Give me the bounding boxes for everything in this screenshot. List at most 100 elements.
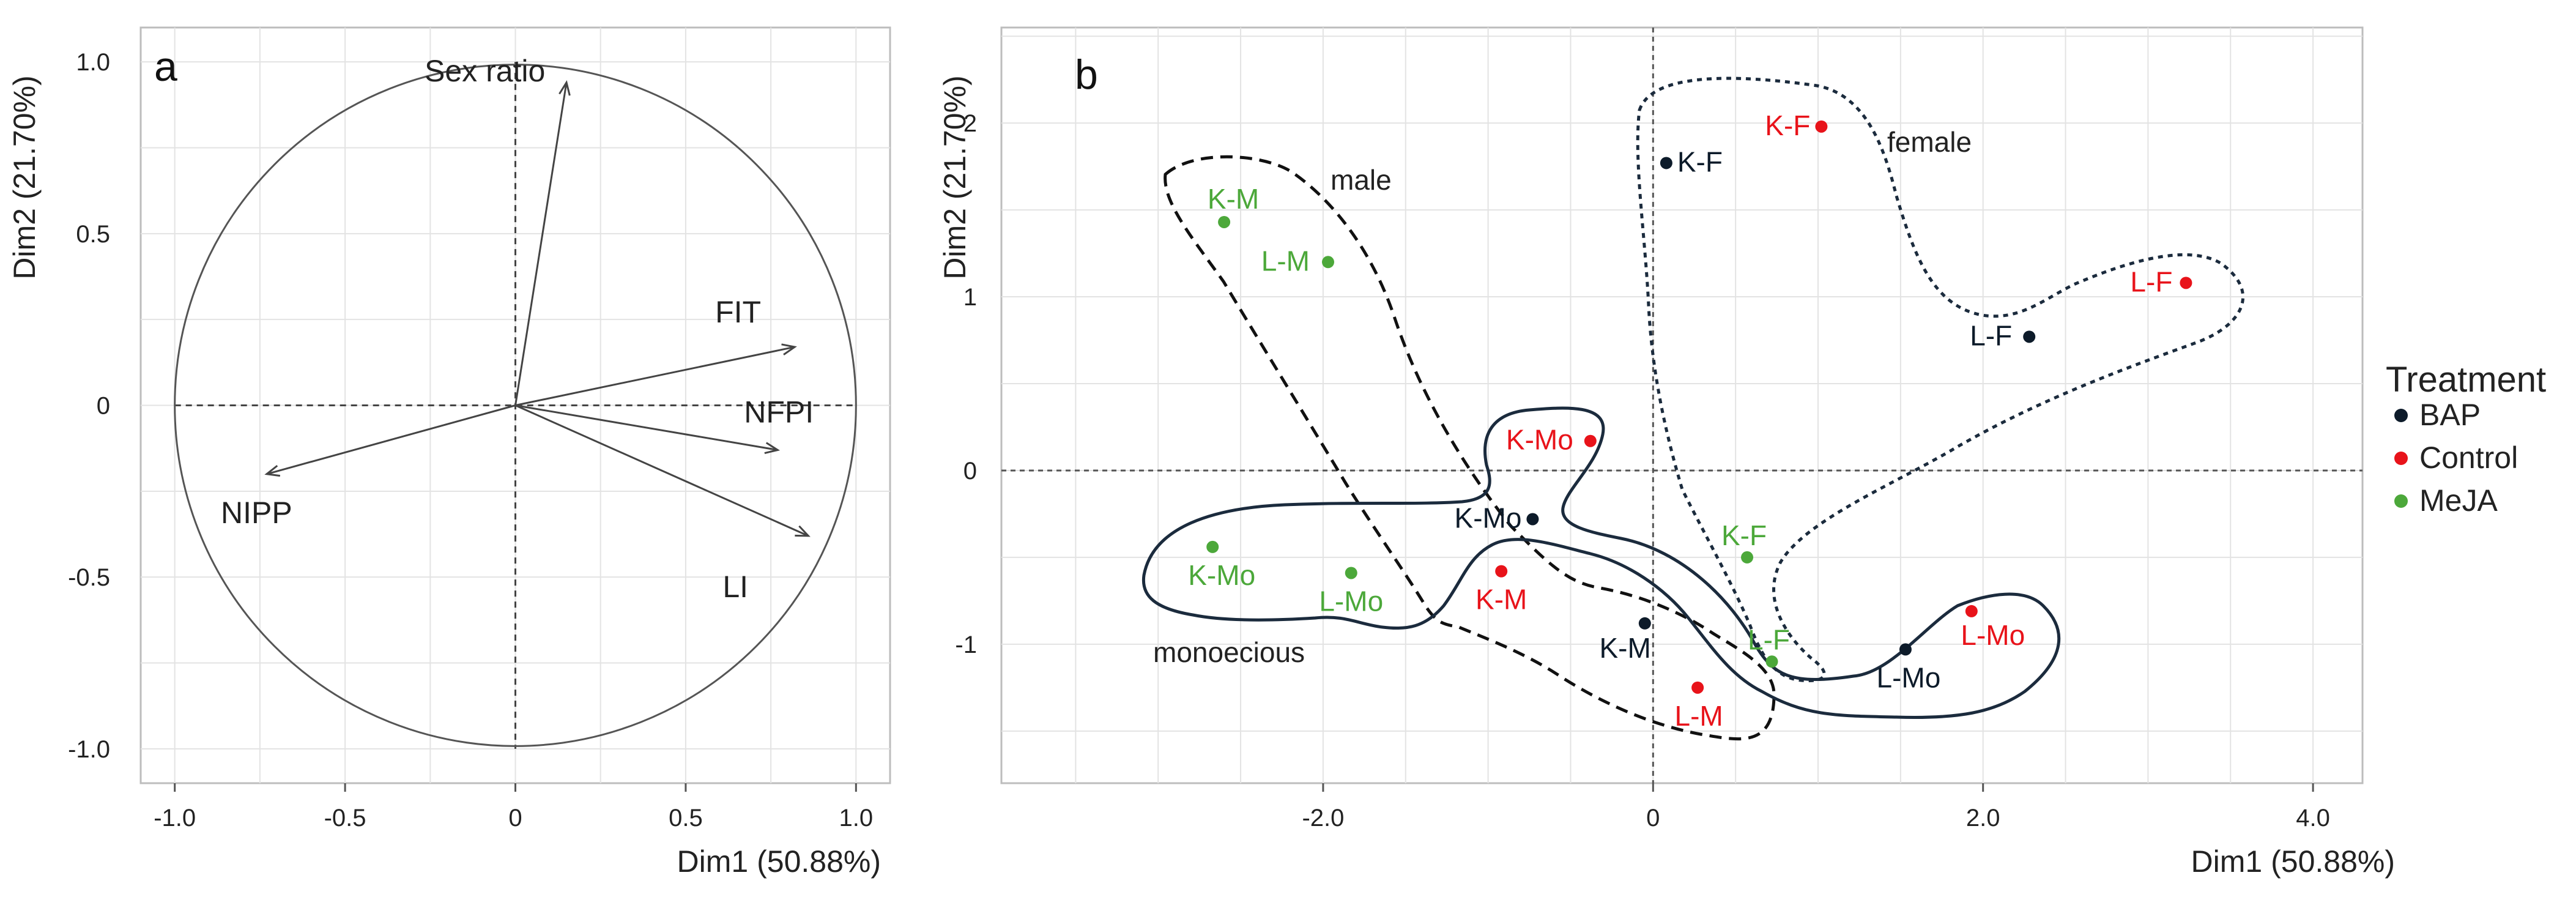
- point-marker: [1815, 120, 1828, 133]
- legend-marker: [2394, 452, 2408, 465]
- y-tick-label: 1: [963, 284, 977, 311]
- vector-arrow: [515, 346, 795, 406]
- x-tick-label: -2.0: [1302, 805, 1344, 832]
- point-marker: [1218, 215, 1231, 228]
- vector-arrowhead: [795, 525, 811, 537]
- point-marker: [1526, 513, 1539, 526]
- x-tick-label: 4.0: [2296, 805, 2330, 832]
- point-label: L-M: [1675, 700, 1723, 732]
- point-label: K-Mo: [1455, 502, 1522, 534]
- panel-a-x-axis-title: Dim1 (50.88%): [677, 844, 881, 879]
- point-label: K-F: [1677, 146, 1723, 177]
- y-tick-label: -1.0: [68, 736, 110, 763]
- point-marker: [2023, 330, 2036, 343]
- y-tick-label: 1.0: [76, 49, 110, 76]
- monoecious-group-outline: [1141, 406, 2061, 719]
- point-label: K-M: [1475, 584, 1527, 616]
- panel-b-x-axis-title: Dim1 (50.88%): [2191, 844, 2395, 879]
- point-label: L-F: [1748, 623, 1790, 655]
- point-marker: [2180, 277, 2192, 289]
- point-label: K-F: [1721, 519, 1767, 551]
- point-label: L-F: [1970, 319, 2012, 351]
- point-marker: [1206, 540, 1219, 553]
- y-tick-label: 2: [963, 110, 977, 137]
- correlation-circle: [174, 64, 857, 747]
- group-label-female: female: [1887, 126, 1972, 158]
- vector-label: LI: [722, 570, 748, 604]
- point-marker: [1345, 567, 1357, 579]
- vector-arrowhead: [764, 442, 781, 454]
- y-tick-label: -1: [955, 631, 977, 658]
- vector-arrow: [514, 82, 568, 406]
- panel-a-x-ticks: -1.0 -0.5 0 0.5 1.0: [154, 783, 873, 832]
- point-label: K-Mo: [1188, 559, 1255, 591]
- vector-arrowhead: [781, 343, 797, 355]
- point-marker: [1322, 256, 1334, 269]
- panel-a-y-ticks: -1.0 -0.5 0 0.5 1.0: [68, 49, 110, 763]
- panel-b: K-FL-FK-MoK-ML-MoK-FL-FK-MoK-ML-MoL-MK-M…: [938, 26, 2395, 879]
- panel-b-zero-lines: [1001, 28, 2363, 783]
- x-tick-label: -0.5: [324, 805, 366, 832]
- female-group-outline: [1636, 76, 2245, 682]
- point-marker: [1899, 643, 1912, 656]
- vector-arrow: [514, 404, 809, 537]
- panel-a-tag: a: [154, 43, 177, 90]
- legend-marker: [2394, 494, 2408, 508]
- x-tick-label: 2.0: [1966, 805, 2000, 832]
- y-tick-label: 0.5: [76, 221, 110, 248]
- x-tick-label: 1.0: [839, 805, 874, 832]
- x-tick-label: 0: [1646, 805, 1660, 832]
- vector-arrow: [266, 404, 516, 475]
- male-group-outline: [1164, 155, 1776, 741]
- point-marker: [1965, 605, 1978, 617]
- point-label: L-F: [2130, 266, 2172, 297]
- observation-points: K-FL-FK-MoK-ML-MoK-FL-FK-MoK-ML-MoL-MK-M…: [1188, 110, 2192, 732]
- legend-entries: BAP Control MeJA: [2394, 398, 2518, 518]
- point-marker: [1765, 655, 1778, 668]
- legend-title: Treatment: [2386, 360, 2546, 400]
- point-label: L-Mo: [1877, 661, 1941, 693]
- vector-label: NFPI: [744, 395, 814, 429]
- point-marker: [1495, 565, 1508, 578]
- vector-arrowhead: [264, 464, 281, 477]
- panel-b-y-axis-title: Dim2 (21.70%): [938, 75, 972, 279]
- point-marker: [1638, 617, 1651, 630]
- legend-marker: [2394, 409, 2408, 422]
- point-marker: [1741, 551, 1754, 564]
- group-label-male: male: [1331, 164, 1392, 196]
- vector-arrowhead: [559, 80, 571, 96]
- panel-b-frame: [1000, 26, 2364, 784]
- x-tick-label: 0.5: [669, 805, 703, 832]
- group-label-monoecious: monoecious: [1153, 636, 1305, 668]
- legend-entry-label: MeJA: [2419, 483, 2498, 518]
- variable-vectors: Sex ratio FIT NFPI LI NIPP: [221, 54, 814, 604]
- point-marker: [1584, 434, 1597, 447]
- point-label: L-Mo: [1961, 619, 2025, 651]
- legend: Treatment BAP Control MeJA: [2386, 360, 2546, 518]
- panel-b-x-ticks: -2.0 0 2.0 4.0: [1302, 783, 2330, 832]
- x-tick-label: 0: [508, 805, 522, 832]
- point-label: K-F: [1765, 110, 1810, 141]
- y-tick-label: 0: [963, 458, 977, 485]
- point-label: K-M: [1599, 632, 1650, 664]
- panel-b-tag: b: [1075, 51, 1098, 98]
- x-tick-label: -1.0: [154, 805, 196, 832]
- legend-entry-label: BAP: [2419, 398, 2481, 432]
- point-label: L-M: [1261, 245, 1310, 277]
- point-label: K-Mo: [1506, 424, 1573, 456]
- point-marker: [1691, 681, 1704, 694]
- panel-a: Sex ratio FIT NFPI LI NIPP -1.0 -0.5 0 0.5 1.0 -…: [7, 26, 891, 879]
- vector-label: NIPP: [221, 496, 292, 530]
- point-label: K-M: [1208, 183, 1259, 215]
- y-tick-label: 0: [97, 393, 110, 420]
- panel-a-y-axis-title: Dim2 (21.70%): [7, 75, 42, 279]
- legend-entry-label: Control: [2419, 441, 2518, 475]
- vector-label: Sex ratio: [425, 54, 545, 88]
- point-label: L-Mo: [1319, 585, 1383, 617]
- vector-arrow: [515, 404, 778, 451]
- point-marker: [1660, 157, 1672, 169]
- y-tick-label: -0.5: [68, 564, 110, 591]
- vector-label: FIT: [715, 295, 761, 329]
- panel-b-y-ticks: -1 0 1 2: [955, 110, 977, 658]
